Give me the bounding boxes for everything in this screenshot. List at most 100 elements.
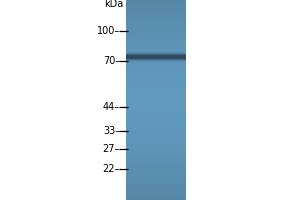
Bar	[126, 195, 186, 196]
Bar	[126, 12, 186, 13]
Bar	[126, 138, 186, 139]
Bar	[126, 101, 186, 102]
Bar	[126, 159, 186, 160]
Bar	[126, 55, 186, 56]
Bar	[126, 25, 186, 26]
Bar	[126, 13, 186, 14]
Bar	[126, 60, 186, 61]
Bar	[126, 4, 186, 5]
Bar	[126, 127, 186, 128]
Bar	[126, 46, 186, 47]
Bar	[126, 178, 186, 179]
Bar	[126, 77, 186, 78]
Bar	[126, 156, 186, 157]
Bar	[126, 177, 186, 178]
Bar	[126, 69, 186, 70]
Bar	[126, 103, 186, 104]
Text: 27–: 27–	[103, 144, 120, 154]
Bar	[126, 117, 186, 118]
Bar	[126, 188, 186, 189]
Bar	[126, 64, 186, 65]
Bar	[126, 109, 186, 110]
Bar	[126, 47, 186, 48]
Bar	[126, 10, 186, 11]
Bar	[126, 56, 186, 57]
Bar	[126, 71, 186, 72]
Bar	[126, 113, 186, 114]
Bar	[126, 131, 186, 132]
Bar	[126, 87, 186, 88]
Bar	[126, 72, 186, 73]
Bar	[126, 161, 186, 162]
Bar	[126, 83, 186, 84]
Bar	[126, 153, 186, 154]
Bar	[126, 128, 186, 129]
Bar	[126, 116, 186, 117]
Bar	[126, 1, 186, 2]
Bar	[126, 145, 186, 146]
Bar	[126, 99, 186, 100]
Bar	[126, 58, 186, 59]
Bar	[126, 121, 186, 122]
Bar	[126, 162, 186, 163]
Bar	[126, 184, 186, 185]
Bar	[126, 61, 186, 62]
Bar	[126, 45, 186, 46]
Bar	[126, 2, 186, 3]
Bar	[126, 43, 186, 44]
Bar	[126, 52, 186, 53]
Bar	[126, 152, 186, 153]
Bar	[126, 110, 186, 111]
Bar	[126, 62, 186, 63]
Bar	[126, 179, 186, 180]
Bar	[126, 135, 186, 136]
Text: 44–: 44–	[103, 102, 120, 112]
Bar	[126, 93, 186, 94]
Bar	[126, 7, 186, 8]
Bar	[126, 56, 186, 57]
Bar	[126, 181, 186, 182]
Bar	[126, 143, 186, 144]
Bar	[126, 98, 186, 99]
Bar	[126, 172, 186, 173]
Bar	[126, 60, 186, 61]
Bar	[126, 164, 186, 165]
Bar	[126, 0, 186, 1]
Bar	[126, 31, 186, 32]
Bar	[126, 79, 186, 80]
Bar	[126, 8, 186, 9]
Bar	[126, 58, 186, 59]
Bar	[126, 28, 186, 29]
Bar	[126, 160, 186, 161]
Bar	[126, 167, 186, 168]
Bar	[126, 53, 186, 54]
Bar	[126, 51, 186, 52]
Bar	[126, 120, 186, 121]
Bar	[126, 176, 186, 177]
Bar	[126, 9, 186, 10]
Bar	[126, 155, 186, 156]
Bar	[126, 189, 186, 190]
Bar	[126, 114, 186, 115]
Bar	[126, 186, 186, 187]
Bar	[126, 66, 186, 67]
Bar	[126, 191, 186, 192]
Bar	[126, 54, 186, 55]
Bar	[126, 182, 186, 183]
Bar	[126, 27, 186, 28]
Bar	[126, 36, 186, 37]
Text: 33–: 33–	[103, 126, 120, 136]
Bar	[126, 97, 186, 98]
Bar	[126, 50, 186, 51]
Bar	[126, 11, 186, 12]
Bar	[126, 53, 186, 54]
Bar	[126, 193, 186, 194]
Bar	[126, 6, 186, 7]
Bar	[126, 17, 186, 18]
Bar	[126, 129, 186, 130]
Bar	[126, 187, 186, 188]
Bar	[126, 62, 186, 63]
Bar	[126, 65, 186, 66]
Bar	[126, 142, 186, 143]
Bar	[126, 61, 186, 62]
